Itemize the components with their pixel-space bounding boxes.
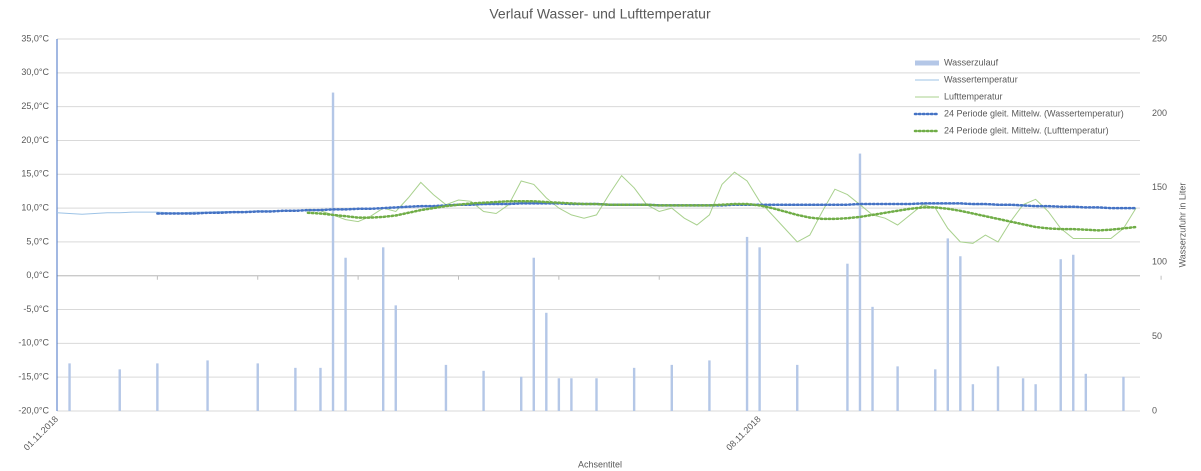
bar [871, 306, 874, 411]
legend-label: 24 Periode gleit. Mittelw. (Wassertemper… [944, 108, 1124, 118]
bar [331, 92, 335, 412]
y-tick-label: 15,0°C [21, 169, 49, 179]
y-tick-label: -20,0°C [18, 405, 49, 415]
y2-tick-label: 100 [1152, 257, 1167, 267]
y-tick-label: 20,0°C [21, 135, 49, 145]
y2-tick-label: 0 [1152, 405, 1157, 415]
bar [670, 364, 673, 411]
y-tick-label: -5,0°C [23, 304, 49, 314]
bar [1084, 373, 1088, 411]
bar [1072, 254, 1075, 411]
bar [156, 363, 159, 411]
y-tick-label: 35,0°C [21, 33, 49, 43]
bar [557, 378, 561, 411]
bar [382, 247, 385, 411]
legend-label: Wassertemperatur [944, 74, 1018, 84]
bar [971, 384, 975, 411]
bar [545, 312, 548, 411]
bar [946, 238, 950, 411]
bar [1059, 259, 1062, 411]
y-tick-label: 25,0°C [21, 101, 49, 111]
bar [532, 257, 535, 411]
y-tick-label: 30,0°C [21, 67, 49, 77]
legend-label: Wasserzulauf [944, 57, 999, 67]
y-tick-label: -15,0°C [18, 372, 49, 382]
bar [1021, 378, 1025, 411]
y2-tick-label: 250 [1152, 33, 1167, 43]
bar [632, 367, 636, 411]
x-axis-title: Achsentitel [578, 459, 622, 469]
y-tick-label: 10,0°C [21, 202, 49, 212]
bar [896, 366, 899, 411]
bar [708, 360, 711, 411]
y2-axis-title: Wasserzufuhr in Liter [1177, 183, 1187, 268]
y-tick-label: 5,0°C [26, 236, 49, 246]
bar [256, 363, 259, 411]
bar [959, 256, 962, 411]
bar [118, 369, 121, 411]
legend-swatch [915, 60, 939, 66]
bar [1034, 384, 1037, 411]
bar [570, 378, 573, 411]
bar [444, 364, 448, 411]
bar [846, 263, 849, 411]
bar [482, 370, 485, 411]
bar [344, 257, 347, 411]
y-tick-label: 0,0°C [26, 270, 49, 280]
chart-title: Verlauf Wasser- und Lufttemperatur [489, 6, 711, 22]
bar [394, 305, 397, 411]
bar [796, 364, 799, 411]
bar [934, 369, 937, 411]
bar [996, 366, 1000, 411]
line-series [306, 200, 1138, 232]
bar [68, 363, 71, 411]
y2-tick-label: 200 [1152, 108, 1167, 118]
bar [745, 236, 749, 411]
bar [858, 153, 862, 412]
bar [520, 376, 523, 411]
legend-label: 24 Periode gleit. Mittelw. (Lufttemperat… [944, 125, 1109, 135]
y2-tick-label: 50 [1152, 331, 1162, 341]
bar [206, 360, 209, 411]
bar [758, 247, 761, 411]
legend-label: Lufttemperatur [944, 91, 1003, 101]
bar [1122, 376, 1125, 411]
bar [595, 378, 598, 411]
y2-tick-label: 150 [1152, 182, 1167, 192]
bar [294, 367, 297, 411]
y-tick-label: -10,0°C [18, 338, 49, 348]
bar [319, 367, 322, 411]
